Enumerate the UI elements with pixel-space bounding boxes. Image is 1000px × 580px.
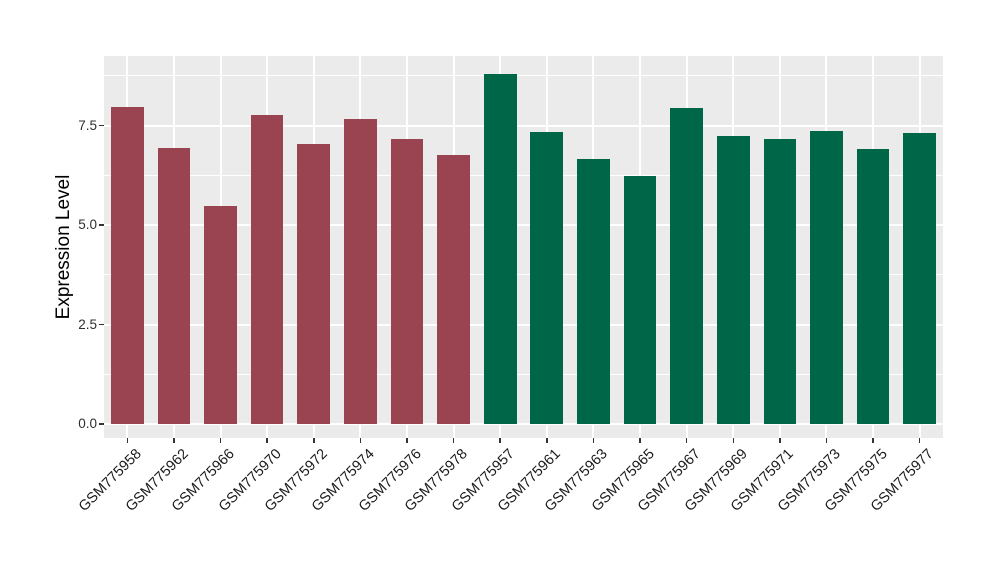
gridline-major-y: [104, 224, 943, 227]
x-tick-mark: [685, 438, 688, 443]
bar-GSM775957: [483, 74, 517, 424]
x-tick-mark: [779, 438, 781, 443]
bar-GSM775978: [437, 155, 470, 424]
x-tick-mark: [406, 438, 408, 443]
x-tick-mark: [499, 438, 501, 443]
gridline-minor-y: [104, 75, 943, 77]
y-tick-label: 2.5: [78, 316, 97, 332]
x-tick-mark: [872, 438, 874, 443]
bar-GSM775971: [763, 139, 797, 424]
bar-GSM775976: [390, 138, 424, 424]
bar-GSM775963: [577, 158, 610, 424]
x-tick-mark: [313, 438, 315, 443]
bar-GSM775972: [297, 144, 331, 424]
y-tick-label: 7.5: [78, 117, 97, 133]
x-tick-mark: [732, 438, 734, 443]
x-tick-mark: [546, 438, 548, 443]
bar-GSM775958: [110, 107, 144, 424]
bar-GSM775977: [903, 133, 936, 424]
x-tick-mark: [825, 438, 828, 443]
gridline-minor-y: [104, 174, 943, 176]
y-tick-mark: [99, 224, 104, 226]
x-tick-mark: [126, 438, 129, 443]
bar-GSM775975: [856, 149, 890, 424]
bar-GSM775965: [623, 176, 657, 424]
gridline-minor-y: [104, 373, 943, 375]
bar-GSM775969: [716, 135, 750, 424]
x-tick-mark: [266, 438, 268, 443]
gridline-major-y: [104, 423, 943, 425]
x-tick-mark: [592, 438, 595, 443]
bar-GSM775962: [157, 147, 191, 424]
bar-GSM775970: [250, 115, 284, 424]
bar-GSM775966: [204, 206, 237, 424]
plot-panel: [104, 56, 943, 438]
x-tick-mark: [173, 438, 175, 443]
gridline-minor-y: [104, 274, 943, 276]
y-tick-label: 5.0: [78, 217, 97, 233]
gridline-major-y: [104, 323, 943, 326]
gridline-major-y: [104, 124, 943, 127]
y-tick-mark: [99, 323, 104, 326]
y-axis-title: Expression Level: [53, 174, 74, 320]
x-tick-mark: [359, 438, 362, 443]
bar-GSM775967: [670, 107, 703, 424]
x-tick-mark: [452, 438, 455, 443]
bar-GSM775961: [530, 132, 564, 424]
x-tick-mark: [219, 438, 222, 443]
x-tick-mark: [639, 438, 641, 443]
y-tick-mark: [99, 423, 104, 425]
bar-GSM775974: [344, 118, 377, 424]
x-tick-mark: [918, 438, 921, 443]
y-tick-label: 0.0: [78, 416, 97, 431]
bar-GSM775973: [810, 131, 843, 424]
y-tick-mark: [99, 124, 104, 127]
